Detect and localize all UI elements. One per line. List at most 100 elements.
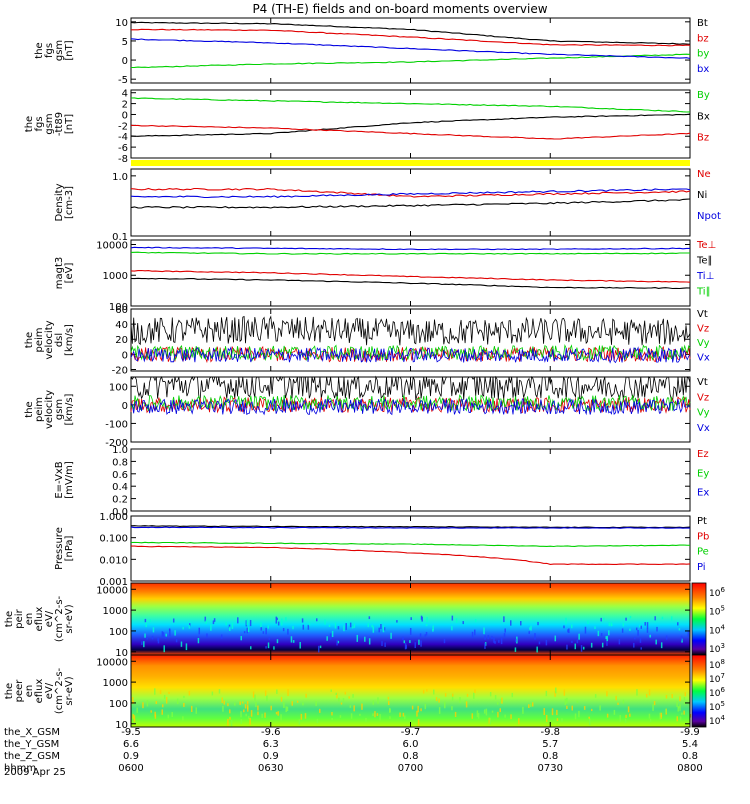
spectrogram-texture — [516, 636, 518, 644]
spectrogram-texture — [416, 710, 418, 717]
spectrogram-texture — [420, 640, 422, 647]
spectrogram-texture — [590, 708, 593, 712]
spectrogram-texture — [655, 639, 657, 645]
legend-Bx: Bx — [697, 111, 710, 122]
spectrogram-texture — [296, 700, 299, 703]
y-axis-label: thepeerenefluxeV/(cm^2-s-sr-eV) — [4, 667, 75, 714]
spectrogram-texture — [580, 645, 583, 652]
spectrogram-texture — [491, 635, 493, 639]
spectrogram-texture — [317, 645, 320, 653]
spectrogram-texture — [503, 633, 506, 638]
flag-bar — [131, 160, 690, 166]
spectrogram-texture — [633, 642, 635, 648]
spectrogram-texture — [404, 715, 406, 720]
spectrogram-texture — [420, 708, 422, 712]
spectrogram-texture — [230, 719, 233, 727]
spectrogram-texture — [250, 710, 253, 717]
spectrogram-texture — [163, 645, 165, 653]
spectrogram-texture — [169, 629, 171, 637]
y-tick-label: 10 — [115, 720, 128, 731]
spectrogram-texture — [195, 707, 198, 714]
x-axis-value: -9.5 — [121, 727, 141, 738]
spectrogram-texture — [164, 636, 167, 639]
spectrogram-texture — [627, 706, 630, 713]
spectrogram-texture — [141, 641, 143, 645]
spectrogram-texture — [298, 719, 301, 725]
spectrogram-texture — [638, 624, 641, 628]
spectrogram-texture — [574, 713, 577, 720]
colorbar-tick-label: 105 — [709, 605, 725, 618]
spectrogram-texture — [494, 641, 496, 644]
spectrogram-texture — [566, 705, 568, 709]
spectrogram-texture — [556, 718, 559, 722]
spectrogram-texture — [241, 701, 244, 704]
spectrogram-texture — [451, 615, 454, 621]
y-tick-label: 20 — [115, 335, 128, 346]
y-tick-label: 10000 — [96, 657, 128, 668]
spectrogram-texture — [161, 631, 164, 638]
spectrogram-texture — [625, 617, 627, 621]
spectrogram-texture — [514, 647, 517, 652]
spectrogram-texture — [603, 617, 605, 620]
spectrogram-texture — [681, 638, 683, 643]
series-line-Pi — [130, 526, 691, 529]
spectrogram-texture — [500, 698, 502, 704]
spectrogram-texture — [270, 705, 272, 711]
spectrogram-texture — [229, 716, 231, 720]
spectrogram-texture — [426, 689, 428, 692]
panel-pressure: 1.000 0.100 0.010 0.001 Pressure[nPa] Pt Pb Pe P… — [54, 512, 709, 588]
spectrogram-texture — [679, 704, 681, 711]
panel-frame — [130, 239, 691, 307]
spectrogram-texture — [522, 706, 524, 714]
spectrogram-texture — [432, 628, 434, 632]
spectrogram-texture — [474, 629, 476, 636]
spectrogram-texture — [464, 700, 467, 704]
spectrogram-texture — [356, 634, 359, 642]
spectrogram-texture — [234, 702, 236, 706]
spectrogram-texture — [197, 638, 200, 644]
spectrogram-texture — [225, 622, 227, 626]
spectrogram-texture — [409, 627, 412, 635]
spectrogram-texture — [493, 637, 495, 643]
series-line-Bt — [130, 21, 691, 45]
panel-peir-spectrogram: 106 105 104 103 10000 1000 100 10 thepeireneflux… — [4, 582, 725, 659]
spectrogram-texture — [418, 639, 420, 645]
spectrogram-texture — [246, 619, 248, 626]
spectrogram-texture — [399, 712, 401, 717]
spectrogram-texture — [687, 631, 690, 637]
series-line-Te∥ — [130, 277, 691, 290]
spectrogram-texture — [324, 619, 326, 625]
spectrogram-texture — [240, 719, 243, 725]
spectrogram-texture — [206, 633, 208, 638]
spectrogram-texture — [302, 624, 305, 630]
spectrogram-texture — [383, 627, 386, 631]
y-tick-label: 1.0 — [112, 445, 128, 456]
y-axis-label: Density[cm-3] — [54, 183, 75, 221]
spectrogram-texture — [182, 716, 184, 721]
spectrogram-texture — [611, 623, 613, 626]
spectrogram-texture — [280, 696, 283, 702]
spectrogram-texture — [528, 631, 530, 635]
spectrogram-texture — [285, 617, 287, 622]
spectrogram-texture — [262, 631, 265, 634]
spectrogram-texture — [301, 618, 304, 623]
spectrogram-texture — [328, 624, 331, 627]
spectrogram-texture — [566, 697, 568, 704]
spectrogram-texture — [679, 716, 682, 721]
series-line-Te⊥ — [130, 269, 691, 283]
spectrogram-texture — [588, 718, 591, 726]
legend-Ti∥: Ti∥ — [696, 287, 711, 298]
spectrogram-texture — [304, 713, 307, 719]
x-axis-value: 0.9 — [123, 751, 139, 762]
spectrogram-texture — [273, 646, 275, 650]
spectrogram-texture — [188, 624, 191, 629]
spectrogram-texture — [681, 712, 683, 715]
spectrogram-texture — [133, 715, 136, 722]
spectrogram-texture — [504, 714, 506, 718]
legend-Vt: Vt — [697, 309, 708, 320]
spectrogram-texture — [275, 616, 278, 624]
y-tick-label: 0.0 — [112, 507, 128, 518]
spectrogram-texture — [244, 704, 247, 709]
spectrogram-texture — [578, 633, 580, 640]
series-line-Ti∥ — [130, 251, 690, 255]
